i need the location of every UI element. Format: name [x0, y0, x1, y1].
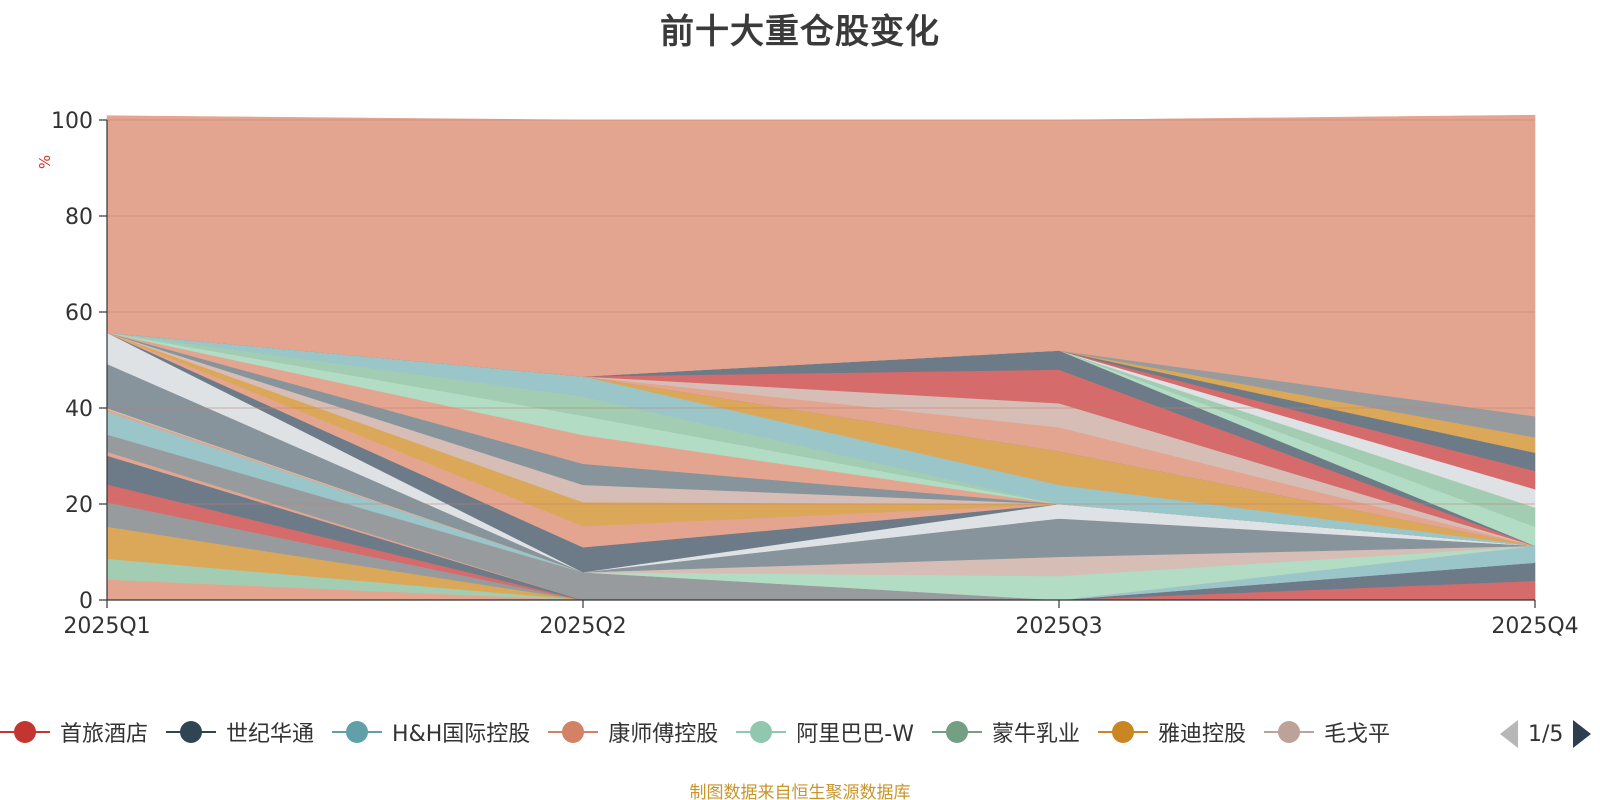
legend-item[interactable]: 雅迪控股: [1098, 716, 1246, 748]
x-tick-label: 2025Q3: [1015, 614, 1102, 639]
axes-layer: 0 20 40 60 80 100 2025Q1 2025Q2 2025Q3 2025Q4%: [36, 109, 1579, 639]
x-tick-label: 2025Q2: [539, 614, 626, 639]
area-layer: [106, 114, 1536, 601]
legend-item[interactable]: 毛戈平: [1264, 716, 1390, 748]
legend-marker-dot: [14, 721, 36, 743]
data-source-note: 制图数据来自恒生聚源数据库: [689, 783, 911, 800]
x-tick-label: 2025Q1: [63, 614, 150, 639]
legend-pager: 1/5: [1500, 718, 1600, 750]
legend-marker-icon: [332, 720, 383, 744]
legend-marker-dot: [1278, 721, 1301, 743]
legend-item[interactable]: 阿里巴巴-W: [736, 716, 914, 748]
legend-marker-icon: [932, 720, 982, 744]
legend: 首旅酒店 世纪华通 H&H国际控股 康师傅控股 阿里巴巴-W 蒙牛乳业 雅迪控股 毛戈平: [0, 716, 1490, 752]
legend-item-label: 阿里巴巴-W: [796, 722, 914, 747]
legend-marker-icon: [548, 720, 599, 744]
legend-item-label: 雅迪控股: [1158, 722, 1247, 747]
legend-item[interactable]: H&H国际控股: [332, 716, 530, 748]
legend-marker-dot: [562, 721, 585, 743]
legend-prev-page-icon[interactable]: [1500, 720, 1518, 748]
y-tick-label: 80: [65, 205, 93, 230]
y-tick-label: 0: [79, 589, 93, 614]
y-axis-label: %: [36, 155, 54, 169]
legend-marker-icon: [736, 720, 787, 744]
legend-marker-dot: [180, 721, 203, 743]
legend-marker-icon: [1098, 720, 1149, 744]
legend-marker-icon: [166, 720, 217, 744]
legend-item[interactable]: 蒙牛乳业: [932, 716, 1080, 748]
x-tick-label: 2025Q4: [1491, 614, 1578, 639]
y-tick-label: 100: [51, 109, 93, 134]
legend-item-label: 首旅酒店: [60, 722, 149, 747]
legend-next-page-icon[interactable]: [1573, 720, 1592, 748]
y-tick-label: 60: [65, 301, 93, 326]
legend-item-label: 毛戈平: [1324, 722, 1391, 747]
legend-marker-dot: [750, 721, 773, 743]
grid-layer: [107, 119, 1535, 505]
legend-item[interactable]: 首旅酒店: [0, 716, 148, 748]
legend-item-label: 世纪华通: [226, 722, 315, 747]
chart-title: 前十大重仓股变化: [660, 12, 940, 52]
legend-marker-icon: [1264, 720, 1315, 744]
y-tick-label: 40: [65, 397, 93, 422]
legend-page-indicator: 1/5: [1528, 721, 1564, 747]
legend-marker-dot: [1112, 721, 1135, 743]
legend-marker-icon: [0, 720, 50, 744]
y-tick-label: 20: [65, 493, 93, 518]
legend-marker-dot: [946, 721, 968, 743]
legend-item[interactable]: 世纪华通: [166, 716, 314, 748]
legend-item-label: 蒙牛乳业: [992, 722, 1081, 747]
legend-item-label: 康师傅控股: [608, 722, 719, 747]
legend-marker-dot: [346, 721, 369, 743]
legend-item[interactable]: 康师傅控股: [548, 716, 718, 748]
legend-item-label: H&H国际控股: [392, 722, 531, 747]
